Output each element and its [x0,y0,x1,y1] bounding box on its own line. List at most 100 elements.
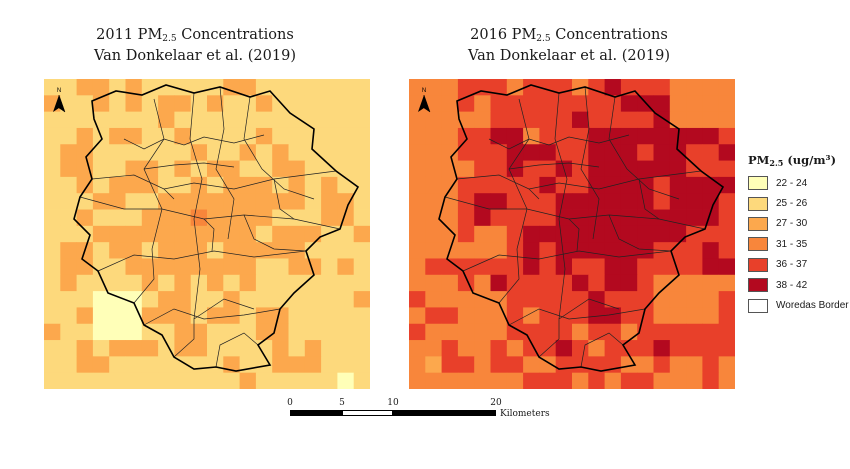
raster-cell [604,274,622,292]
raster-cell [141,340,159,357]
raster-cell [490,356,508,374]
raster-cell [604,242,622,259]
raster-cell [353,242,370,259]
raster-cell [92,323,110,341]
raster-cell [702,258,720,276]
raster-cell [620,111,638,129]
raster-cell [353,193,370,210]
raster-cell [321,111,338,129]
raster-cell [669,111,687,129]
city-boundary [73,84,360,372]
raster-cell [92,79,110,96]
raster-cell [620,307,638,325]
raster-cell [76,95,94,113]
raster-cell [272,242,289,259]
woreda-border-line [215,86,235,240]
raster-cell [490,225,508,243]
raster-cell [604,323,622,341]
raster-cell [158,111,175,129]
map-2011: N [44,79,370,389]
raster-cell [207,307,224,325]
raster-cell [506,340,524,357]
raster-cell [539,225,557,243]
raster-cell [141,372,159,389]
raster-cell [223,340,240,357]
raster-cell [109,356,126,374]
raster-cell [207,372,224,389]
raster-cell [669,372,687,389]
raster-cell [239,193,257,210]
raster-cell [588,95,605,113]
raster-cell [321,323,338,341]
raster-cell [125,372,143,389]
raster-cell [506,95,524,113]
raster-cell [669,209,687,227]
raster-cell [506,372,524,389]
raster-cell [255,307,273,325]
raster-cell [604,79,622,96]
raster-cell [353,356,370,374]
raster-cell [353,291,370,308]
raster-cell [588,144,605,161]
raster-cell [604,193,622,210]
raster-cell [207,111,224,129]
raster-cell [506,258,524,276]
raster-cell [337,340,355,357]
north-label: N [422,88,426,94]
raster-cell [60,209,77,227]
raster-cell [76,160,94,178]
raster-cell [637,356,654,374]
raster-cell [490,144,508,161]
raster-cell [718,242,735,259]
raster-cell [207,274,224,292]
raster-cell [207,176,224,194]
raster-cell [523,111,540,129]
raster-cell [288,356,306,374]
raster-cell [718,127,735,145]
raster-cell [409,323,426,341]
raster-cell [321,79,338,96]
raster-cell [288,323,306,341]
raster-cell [76,340,94,357]
raster-cell [255,127,273,145]
raster-cell [337,176,355,194]
raster-cell [76,258,94,276]
raster-cell [457,160,475,178]
raster-cell [637,160,654,178]
raster-cell [506,144,524,161]
raster-cell [174,258,192,276]
raster-cell [686,258,703,276]
raster-cell [207,95,224,113]
raster-cell [353,127,370,145]
raster-cell [441,372,459,389]
raster-cell [588,340,605,357]
raster-cell [620,209,638,227]
raster-cell [604,111,622,129]
raster-cell [506,291,524,308]
raster-cell [718,111,735,129]
raster-cell [190,127,208,145]
raster-cell [409,111,426,129]
raster-cell [686,144,703,161]
raster-cell [572,372,589,389]
woreda-border-line [163,188,215,252]
raster-cell [125,111,143,129]
raster-cell [255,160,273,178]
raster-cell [474,225,491,243]
raster-cell [490,258,508,276]
legend-swatch [748,176,768,191]
raster-cell [539,209,557,227]
woreda-border-line [133,248,155,304]
raster-cell [523,225,540,243]
raster-cell [441,160,459,178]
raster-cell [457,225,475,243]
raster-cell [653,356,671,374]
raster-cell [272,340,289,357]
scale-tick-0: 0 [287,398,293,408]
raster-cell [441,291,459,308]
raster-cell [44,323,61,341]
raster-cell [588,291,605,308]
raster-cell [76,127,94,145]
raster-cell [523,79,540,96]
raster-cell [653,127,671,145]
